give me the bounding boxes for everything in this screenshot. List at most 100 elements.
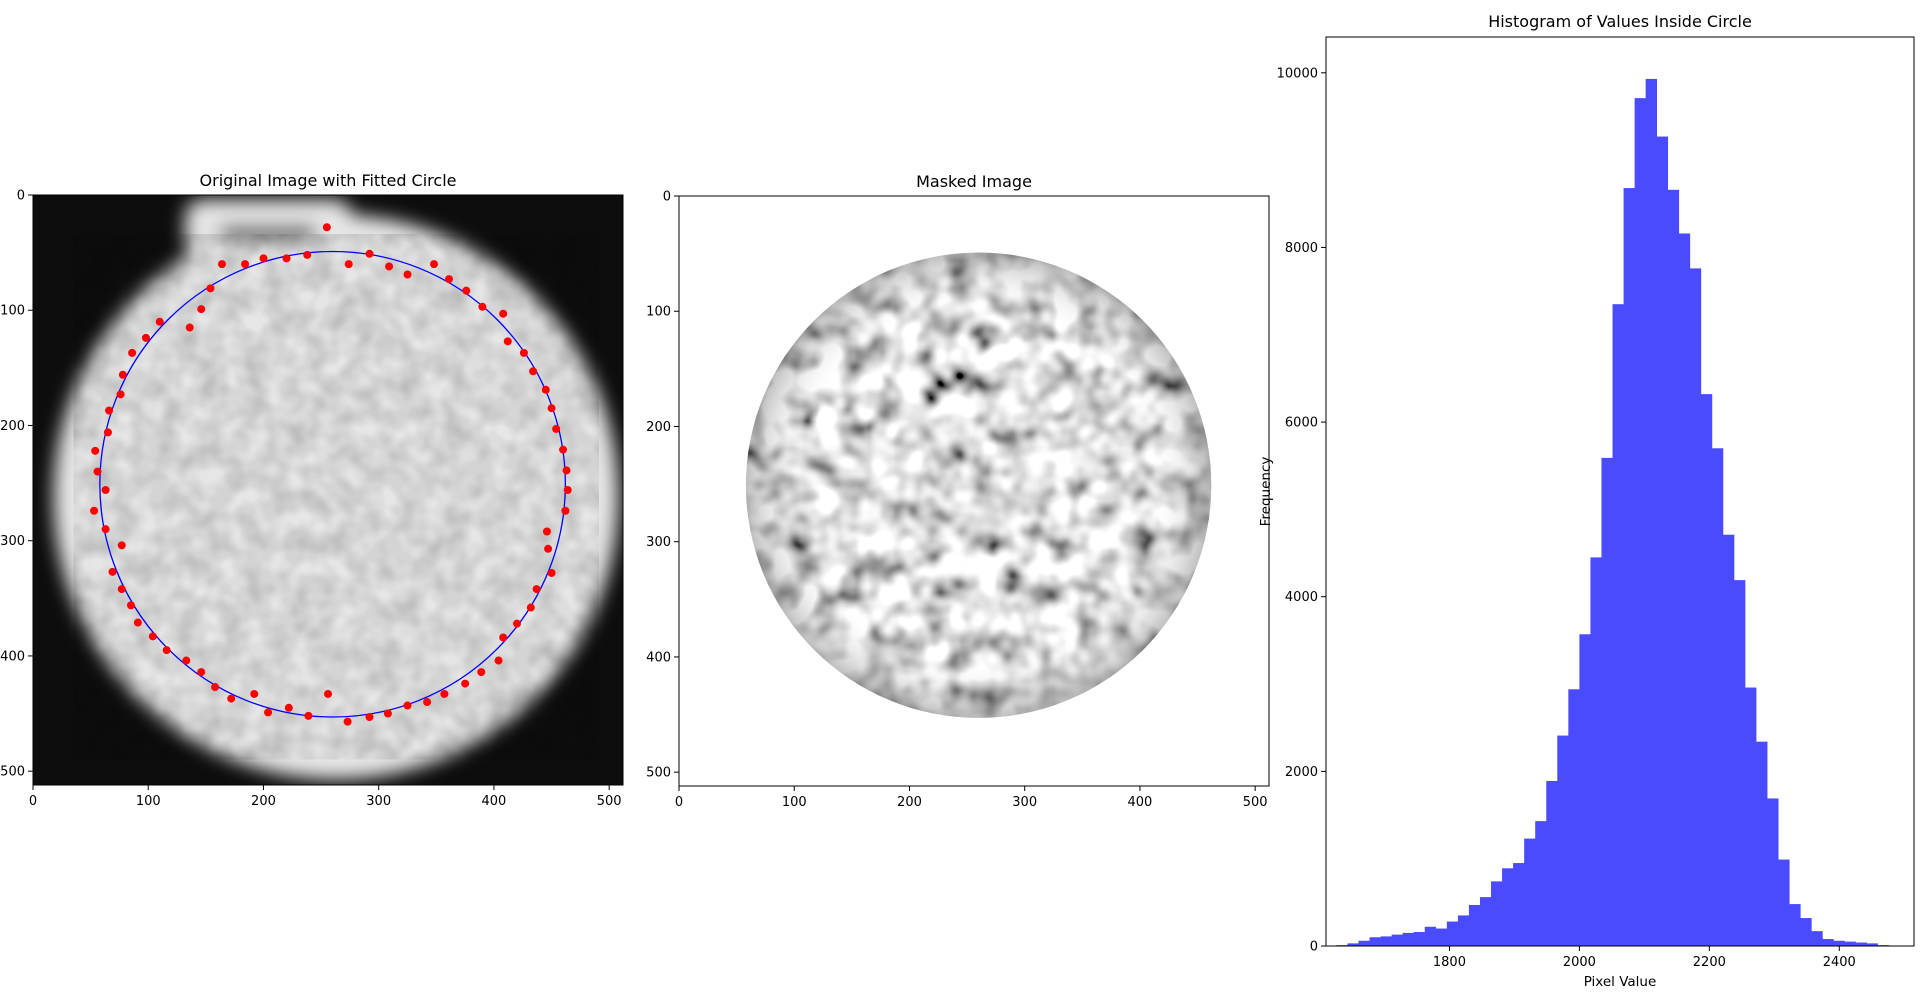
histogram-bar xyxy=(1822,939,1834,946)
original-x-tick-label: 0 xyxy=(29,794,37,809)
edge-point xyxy=(541,385,550,394)
histogram-bar xyxy=(1866,943,1878,946)
masked-y-tick-label: 0 xyxy=(663,190,671,205)
masked-image-ticks: 0 100 200 300 400 500 0 100 200 300 400 500 xyxy=(646,190,1267,811)
histogram-bar xyxy=(1457,915,1470,946)
histogram-x-tick-label: 2200 xyxy=(1693,955,1726,970)
histogram-bar xyxy=(1800,918,1812,946)
histogram-bar xyxy=(1590,557,1602,946)
edge-point xyxy=(324,689,332,698)
histogram-bar xyxy=(1579,634,1591,946)
edge-point xyxy=(206,284,215,293)
edge-point xyxy=(477,668,486,677)
edge-point xyxy=(108,567,117,576)
edge-point xyxy=(264,708,273,717)
masked-x-tick-label: 500 xyxy=(1243,795,1268,810)
edge-point xyxy=(133,618,142,627)
histogram-bar xyxy=(1855,942,1867,946)
histogram-bar xyxy=(1479,897,1492,946)
original-y-tick-label: 100 xyxy=(0,304,25,319)
edge-point xyxy=(532,585,541,594)
histogram-bar xyxy=(1700,394,1713,947)
edge-point xyxy=(383,709,392,718)
edge-point xyxy=(282,254,291,263)
edge-point xyxy=(403,270,412,279)
original-x-tick-label: 500 xyxy=(597,794,622,809)
edge-point xyxy=(423,698,432,707)
histogram-y-label: Frequency xyxy=(1258,457,1274,527)
histogram-y-tick-label: 8000 xyxy=(1285,241,1318,256)
histogram-bar xyxy=(1502,868,1514,946)
edge-point xyxy=(344,260,353,269)
edge-point xyxy=(561,506,570,515)
histogram-bar xyxy=(1413,932,1426,946)
edge-point xyxy=(478,302,487,311)
histogram-bar xyxy=(1645,78,1658,946)
edge-point xyxy=(90,506,99,515)
edge-point xyxy=(91,446,100,455)
edge-point xyxy=(552,424,561,433)
edge-point xyxy=(440,689,449,698)
edge-point xyxy=(116,390,125,399)
edge-point xyxy=(105,406,114,415)
histogram-bar xyxy=(1391,934,1403,946)
edge-point xyxy=(365,249,374,258)
edge-point xyxy=(542,527,551,536)
histogram-bar xyxy=(1789,904,1801,946)
edge-point xyxy=(148,632,157,641)
original-y-tick-label: 200 xyxy=(0,419,25,434)
edge-point xyxy=(563,486,572,494)
masked-x-tick-label: 100 xyxy=(782,795,807,810)
histogram-bar xyxy=(1546,780,1558,946)
edge-point xyxy=(519,348,528,357)
histogram-bar xyxy=(1424,926,1437,946)
masked-y-tick-label: 200 xyxy=(646,420,671,435)
histogram-bar xyxy=(1623,188,1635,946)
masked-y-tick-label: 500 xyxy=(646,766,671,781)
edge-point xyxy=(547,404,556,413)
edge-point xyxy=(430,260,439,269)
histogram-bar xyxy=(1656,136,1669,946)
histogram-bar xyxy=(1513,863,1525,946)
edge-point xyxy=(241,260,250,269)
edge-point xyxy=(512,619,521,628)
histogram-bar xyxy=(1844,941,1856,946)
histogram-bar xyxy=(1811,931,1823,946)
edge-point xyxy=(117,585,126,594)
edge-point xyxy=(182,656,191,665)
edge-point xyxy=(128,348,137,357)
original-y-tick-label: 300 xyxy=(0,534,25,549)
edge-point xyxy=(547,568,556,577)
original-image-frame xyxy=(32,194,624,786)
edge-point xyxy=(101,525,110,534)
edge-point xyxy=(544,544,553,553)
histogram-bar xyxy=(1634,98,1646,947)
histogram-ticks: 1800 2000 2200 2400 0 2000 4000 6000 8000 10000 xyxy=(1277,66,1856,970)
original-x-tick-label: 200 xyxy=(251,794,276,809)
histogram-bar xyxy=(1767,798,1779,946)
edge-point xyxy=(101,486,110,494)
histogram-frame xyxy=(1325,36,1915,947)
edge-point xyxy=(211,683,220,692)
histogram-bar xyxy=(1369,937,1381,946)
sample-texture xyxy=(73,234,599,760)
masked-vignette xyxy=(745,252,1212,719)
histogram-bar xyxy=(1491,881,1503,946)
original-y-tick-label: 400 xyxy=(0,649,25,664)
masked-x-tick-label: 200 xyxy=(897,795,922,810)
edge-point xyxy=(461,679,470,688)
histogram-bar xyxy=(1722,534,1735,946)
edge-point xyxy=(250,689,259,698)
histogram-bar xyxy=(1557,735,1569,946)
edge-point xyxy=(117,541,126,550)
fit-overlay xyxy=(90,223,572,726)
histogram-bar xyxy=(1468,904,1481,946)
edge-point xyxy=(217,260,226,269)
histogram-x-label: Pixel Value xyxy=(1584,974,1657,990)
edge-point xyxy=(494,656,503,665)
histogram-bar xyxy=(1358,940,1370,946)
histogram-bar xyxy=(1689,268,1702,946)
masked-y-tick-label: 400 xyxy=(646,650,671,665)
histogram-bar xyxy=(1380,936,1392,946)
